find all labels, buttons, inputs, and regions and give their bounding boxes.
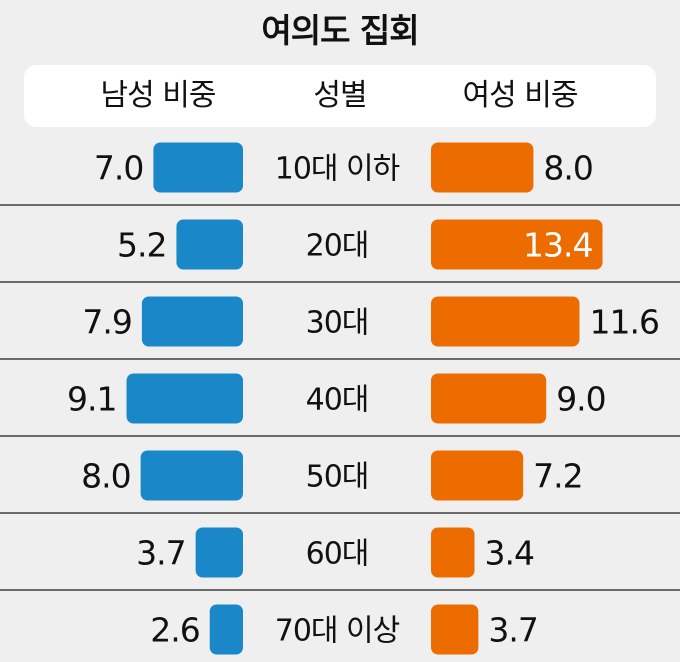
category-label: 60대 <box>306 537 369 572</box>
male-value-label: 5.2 <box>117 226 166 265</box>
header-category: 성별 <box>313 78 367 113</box>
male-value-label: 8.0 <box>81 457 130 496</box>
category-label: 40대 <box>306 383 369 418</box>
female-value-label: 8.0 <box>543 149 592 188</box>
category-label: 70대 이상 <box>275 614 400 649</box>
header-male: 남성 비중 <box>100 78 217 113</box>
male-bar <box>140 450 243 501</box>
male-value-label: 2.6 <box>150 611 199 650</box>
male-value-label: 9.1 <box>67 380 116 419</box>
male-bar <box>176 219 243 270</box>
category-label: 20대 <box>306 229 369 264</box>
header-female: 여성 비중 <box>462 78 579 113</box>
female-bar <box>431 450 524 501</box>
female-bar <box>431 527 475 578</box>
category-label: 10대 이하 <box>275 152 400 187</box>
male-value-label: 7.0 <box>94 149 143 188</box>
category-label: 50대 <box>306 460 369 495</box>
male-bar <box>141 296 243 347</box>
female-bar <box>431 373 547 424</box>
female-bar <box>431 604 479 655</box>
male-bar <box>126 373 243 424</box>
female-bar <box>431 296 580 347</box>
male-value-label: 7.9 <box>82 303 131 342</box>
female-value-label: 11.6 <box>589 303 658 342</box>
female-bar <box>431 219 603 270</box>
female-bar <box>431 142 534 193</box>
female-value-label: 3.4 <box>485 534 534 573</box>
category-label: 30대 <box>306 306 369 341</box>
male-value-label: 3.7 <box>136 534 185 573</box>
male-bar <box>153 142 243 193</box>
female-value-label: 3.7 <box>488 611 537 650</box>
chart-title: 여의도 집회 <box>261 11 419 50</box>
female-value-label: 7.2 <box>533 457 582 496</box>
female-value-label: 9.0 <box>556 380 605 419</box>
female-value-label: 13.4 <box>523 226 592 265</box>
male-bar <box>209 604 243 655</box>
column-header: 남성 비중 성별 여성 비중 <box>24 65 656 127</box>
male-bar <box>195 527 243 578</box>
